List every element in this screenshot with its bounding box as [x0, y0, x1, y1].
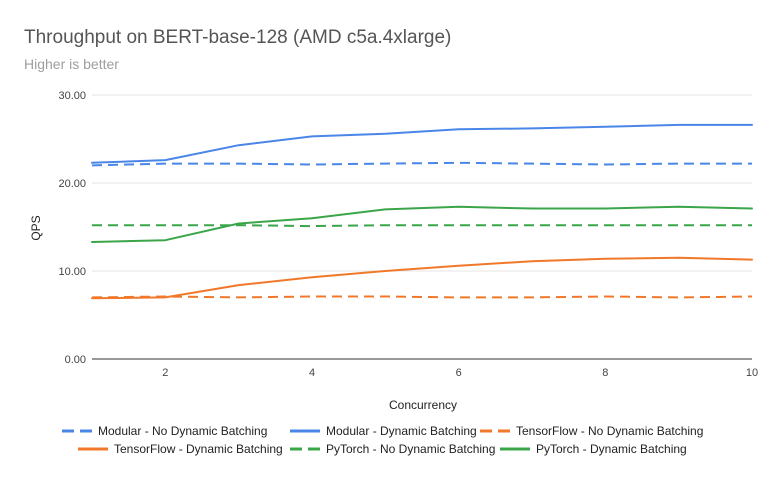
legend-label: PyTorch - Dynamic Batching	[536, 442, 687, 456]
legend: Modular - No Dynamic Batching Modular - D…	[62, 424, 703, 456]
x-tick-label: 10	[746, 367, 758, 379]
x-tick-label: 4	[309, 367, 315, 379]
chart-subtitle: Higher is better	[24, 56, 119, 72]
legend-label: Modular - No Dynamic Batching	[98, 424, 267, 438]
legend-label: TensorFlow - No Dynamic Batching	[516, 424, 703, 438]
gridlines	[92, 94, 752, 360]
legend-label: Modular - Dynamic Batching	[326, 424, 477, 438]
y-tick-label: 10.00	[58, 266, 86, 278]
y-tick-label: 30.00	[58, 90, 86, 102]
series-line	[91, 161, 752, 167]
series-line	[91, 123, 753, 164]
legend-label: PyTorch - No Dynamic Batching	[326, 442, 495, 456]
x-axis-label: Concurrency	[389, 398, 457, 412]
series-lines	[91, 123, 753, 300]
chart-title: Throughput on BERT-base-128 (AMD c5a.4xl…	[24, 27, 451, 48]
y-axis-ticks: 0.00 10.00 20.00 30.00	[58, 90, 86, 366]
x-tick-label: 6	[456, 367, 462, 379]
legend-label: TensorFlow - Dynamic Batching	[114, 442, 283, 456]
y-tick-label: 20.00	[58, 178, 86, 190]
y-tick-label: 0.00	[65, 354, 86, 366]
series-line	[91, 256, 753, 300]
x-axis-ticks: 2 4 6 8 10	[162, 367, 758, 379]
y-axis-label: QPS	[29, 215, 43, 240]
series-line	[91, 295, 753, 299]
x-tick-label: 2	[162, 367, 168, 379]
series-line	[91, 205, 753, 243]
series-line	[92, 224, 752, 228]
x-tick-label: 8	[602, 367, 608, 379]
